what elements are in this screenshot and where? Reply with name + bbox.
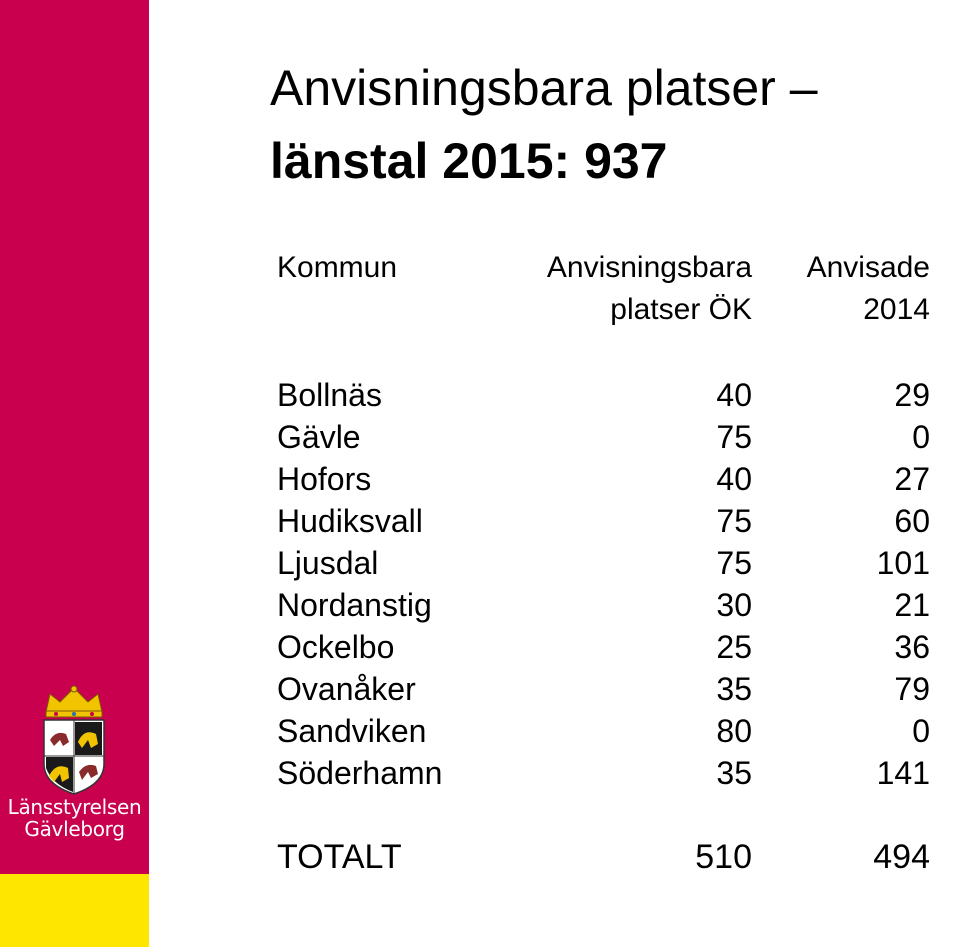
cell-anvisade: 29 [894,377,930,413]
cell-kommun: Söderhamn [277,755,443,791]
header-anvisade-line2: 2014 [863,293,930,326]
lansstyrelsen-logo: Länsstyrelsen Gävleborg [0,684,149,854]
cell-kommun: Ockelbo [277,629,395,665]
cell-anvisade: 36 [894,629,930,665]
header-anvisade-line1: Anvisade [806,251,930,284]
total-platser: 510 [695,838,752,876]
cell-kommun: Gävle [277,419,361,455]
header-kommun: Kommun [277,251,398,284]
cell-platser: 75 [716,545,752,581]
cell-anvisade: 0 [912,419,930,455]
total-anvisade: 494 [873,838,930,876]
cell-anvisade: 21 [894,587,930,623]
header-platser-line2: platser ÖK [610,293,752,326]
cell-platser: 35 [716,671,752,707]
cell-anvisade: 0 [912,713,930,749]
logo-line-1: Länsstyrelsen [7,795,142,819]
cell-kommun: Sandviken [277,713,427,749]
cell-platser: 40 [716,461,752,497]
cell-platser: 25 [716,629,752,665]
cell-anvisade: 141 [876,755,930,791]
page-subtitle: länstal 2015: 937 [270,133,668,189]
logo-line-2: Gävleborg [24,817,125,841]
cell-anvisade: 27 [894,461,930,497]
cell-kommun: Ljusdal [277,545,379,581]
cell-kommun: Nordanstig [277,587,432,623]
cell-kommun: Ovanåker [277,671,416,707]
coat-of-arms-icon [43,685,105,795]
cell-anvisade: 79 [894,671,930,707]
cell-anvisade: 60 [894,503,930,539]
cell-platser: 30 [716,587,752,623]
cell-kommun: Hudiksvall [277,503,423,539]
cell-platser: 75 [716,419,752,455]
page-title: Anvisningsbara platser – [270,60,818,116]
cell-kommun: Bollnäs [277,377,382,413]
cell-platser: 80 [716,713,752,749]
total-label: TOTALT [277,838,402,876]
logo-text: Länsstyrelsen Gävleborg [0,796,149,840]
header-platser-line1: Anvisningsbara [546,251,752,284]
cell-platser: 35 [716,755,752,791]
cell-kommun: Hofors [277,461,372,497]
sidebar-yellow-strip [0,874,149,947]
cell-platser: 40 [716,377,752,413]
cell-platser: 75 [716,503,752,539]
cell-anvisade: 101 [876,545,930,581]
